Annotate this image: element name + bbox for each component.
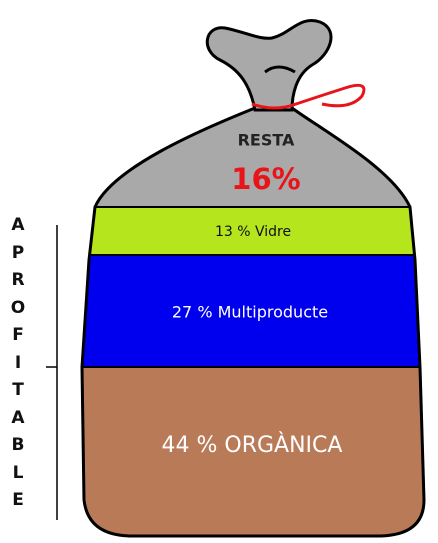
bag-drawing: RESTA 16% 13 % Vidre 27 % Multiproducte … <box>0 0 438 543</box>
top-value: 16% <box>231 162 300 196</box>
segment-label: 13 % Vidre <box>215 224 291 240</box>
segment-label: 44 % ORGÀNICA <box>162 432 343 458</box>
bag-knot <box>207 20 331 110</box>
infographic: RESTA 16% 13 % Vidre 27 % Multiproducte … <box>0 0 438 543</box>
top-label: RESTA <box>238 131 295 150</box>
segment-label: 27 % Multiproducte <box>172 303 328 322</box>
side-label: APROFITABLE <box>10 212 26 515</box>
